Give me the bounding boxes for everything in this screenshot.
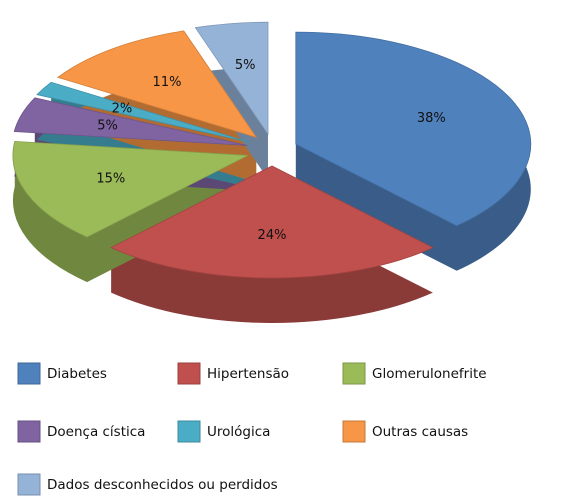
slice [13,97,248,146]
legend-swatch [17,473,41,496]
data-label: 38% [417,111,446,126]
data-label: 5% [97,119,118,134]
data-label: 11% [153,75,182,90]
legend-label: Hipertensão [207,366,289,382]
slice-side [111,166,433,324]
slice [36,81,250,143]
slice [12,140,250,238]
data-label: 5% [235,58,256,73]
pie-tops: 38% 24% 15% 5% 2% 11% 5% [12,21,532,279]
legend-swatch [342,420,366,443]
legend-label: Urológica [207,424,270,440]
legend-swatch [17,362,41,385]
slice [194,21,269,136]
legend-label: Outras causas [372,424,468,440]
legend-swatch [17,420,41,443]
slice [110,165,434,279]
data-label: 15% [96,171,125,186]
legend-label: Diabetes [47,366,107,382]
legend-label: Dados desconhecidos ou perdidos [47,477,278,493]
data-label: 2% [112,101,133,116]
slice [57,30,258,139]
legend-label: Doença cística [47,424,145,440]
data-label: 24% [258,228,287,243]
legend: Diabetes Hipertensão Glomerulonefrite Doenç… [17,362,487,496]
legend-swatch [177,420,201,443]
legend-label: Glomerulonefrite [372,366,487,382]
legend-swatch [177,362,201,385]
slice [295,31,532,227]
legend-swatch [342,362,366,385]
